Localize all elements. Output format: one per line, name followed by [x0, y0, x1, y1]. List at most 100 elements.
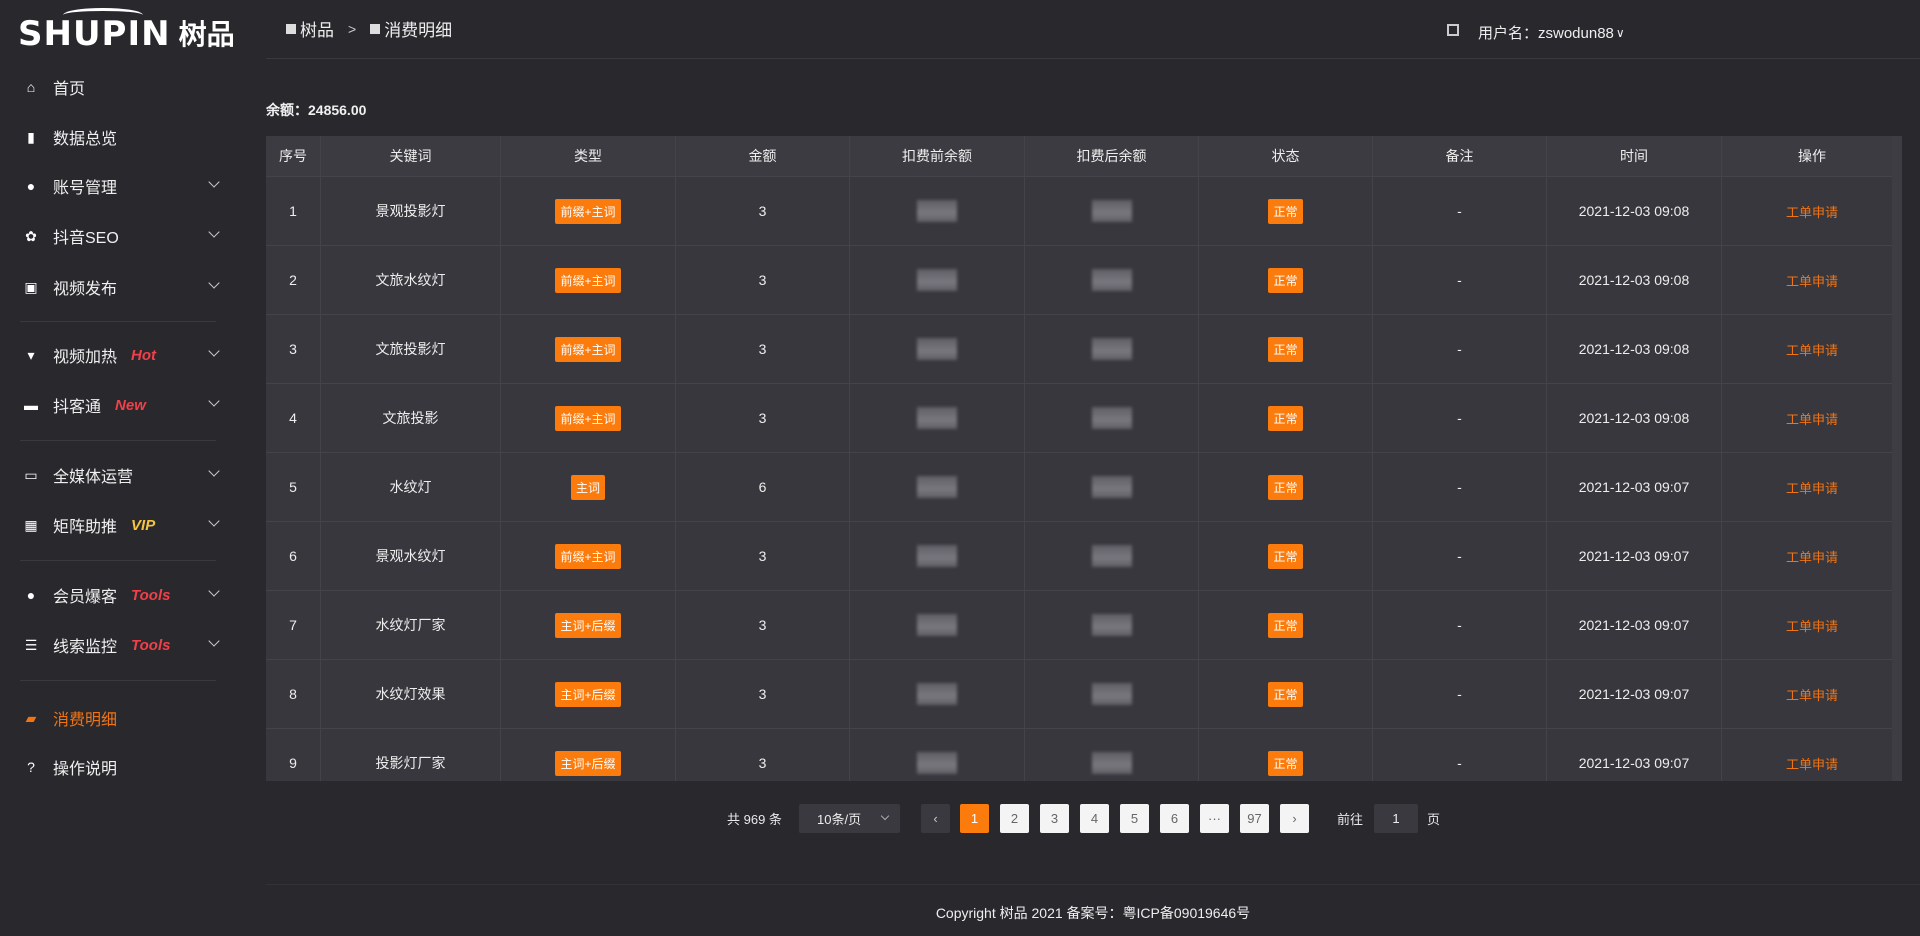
sidebar-item[interactable]: ✿ 抖音SEO	[0, 216, 240, 256]
wallet-icon: ▰	[25, 709, 37, 726]
goto-page-input[interactable]: 1	[1374, 804, 1418, 833]
ticket-request-link[interactable]: 工单申请	[1785, 204, 1838, 220]
amount: 3	[676, 315, 850, 383]
ticket-request-link[interactable]: 工单申请	[1785, 411, 1838, 427]
page-button[interactable]: ···	[1200, 804, 1229, 833]
wallet-icon	[370, 23, 381, 34]
table-row: 9 投影灯厂家 主词+后缀 3 正常 - 2021-12-03 09:07 工单…	[266, 729, 1902, 781]
sidebar-item[interactable]: ● 账号管理	[0, 166, 240, 206]
header: 树品 > 消费明细	[266, 0, 1920, 59]
sidebar-item[interactable]: ▰ 消费明细	[0, 698, 240, 738]
sidebar-item[interactable]: ▬ 抖客通 New	[0, 385, 240, 425]
footer-divider	[266, 884, 1920, 885]
time: 2021-12-03 09:08	[1547, 246, 1722, 314]
amount: 3	[676, 522, 850, 590]
next-page-button[interactable]: ›	[1280, 804, 1309, 833]
row-number: 2	[266, 246, 321, 314]
note: -	[1373, 177, 1547, 245]
chevron-down-icon	[208, 635, 220, 647]
bar-chart-icon: ▮	[27, 128, 35, 145]
status-badge: 正常	[1268, 681, 1303, 707]
keyword: 文旅投影	[321, 384, 501, 452]
prev-page-button[interactable]: ‹	[921, 804, 950, 833]
sidebar-item[interactable]: ▭ 全媒体运营	[0, 455, 240, 495]
column-header: 时间	[1547, 136, 1722, 176]
amount: 3	[676, 246, 850, 314]
sidebar-item[interactable]: ☰ 线索监控 Tools	[0, 625, 240, 665]
sidebar-item[interactable]: ● 会员爆客 Tools	[0, 575, 240, 615]
table-row: 6 景观水纹灯 前缀+主词 3 正常 - 2021-12-03 09:07 工单…	[266, 522, 1902, 591]
sidebar-item-label: 视频发布	[53, 281, 118, 298]
row-number: 9	[266, 729, 321, 781]
status-badge: 正常	[1268, 336, 1303, 362]
question-icon: ?	[27, 759, 35, 775]
sidebar-divider	[20, 680, 216, 681]
ticket-request-link[interactable]: 工单申请	[1785, 687, 1838, 703]
type-badge: 主词+后缀	[555, 750, 621, 776]
sidebar-item[interactable]: ⌂ 首页	[0, 67, 240, 107]
amount: 6	[676, 453, 850, 521]
page-button[interactable]: 4	[1080, 804, 1109, 833]
note: -	[1373, 522, 1547, 590]
breadcrumb-root[interactable]: 树品	[300, 21, 334, 40]
sidebar-item[interactable]: ▮ 数据总览	[0, 117, 240, 157]
row-number: 7	[266, 591, 321, 659]
ticket-request-link[interactable]: 工单申请	[1785, 618, 1838, 634]
chevron-down-icon	[208, 585, 220, 597]
row-number: 1	[266, 177, 321, 245]
chevron-down-icon	[208, 395, 220, 407]
sidebar-item[interactable]: ? 操作说明	[0, 747, 240, 787]
blurred-balance-after	[1091, 200, 1132, 222]
chevron-down-icon: ∨	[1615, 25, 1625, 40]
type-badge: 前缀+主词	[555, 543, 621, 569]
blurred-balance-before	[917, 545, 957, 567]
user-menu[interactable]: 用户名：zswodun88 ∨	[1478, 25, 1625, 42]
page-size-select[interactable]: 10条/页	[799, 804, 900, 833]
blurred-balance-before	[917, 476, 957, 498]
page-button[interactable]: 3	[1040, 804, 1069, 833]
time: 2021-12-03 09:07	[1547, 660, 1722, 728]
page-button[interactable]: 2	[1000, 804, 1029, 833]
keyword: 景观水纹灯	[321, 522, 501, 590]
time: 2021-12-03 09:08	[1547, 315, 1722, 383]
page-button[interactable]: 5	[1120, 804, 1149, 833]
table-row: 5 水纹灯 主词 6 正常 - 2021-12-03 09:07 工单申请	[266, 453, 1902, 522]
amount: 3	[676, 729, 850, 781]
fullscreen-icon[interactable]	[1447, 24, 1459, 36]
blurred-balance-after	[1091, 476, 1132, 498]
ticket-request-link[interactable]: 工单申请	[1785, 549, 1838, 565]
amount: 3	[676, 660, 850, 728]
status-badge: 正常	[1268, 612, 1303, 638]
scrollbar[interactable]	[1892, 136, 1902, 781]
goto-suffix: 页	[1427, 812, 1441, 827]
column-header: 扣费后余额	[1025, 136, 1199, 176]
type-badge: 主词+后缀	[555, 612, 621, 638]
table-row: 8 水纹灯效果 主词+后缀 3 正常 - 2021-12-03 09:07 工单…	[266, 660, 1902, 729]
blurred-balance-after	[1091, 407, 1132, 429]
sidebar-item-label: 线索监控	[53, 639, 118, 656]
ticket-request-link[interactable]: 工单申请	[1785, 342, 1838, 358]
page-button[interactable]: 1	[960, 804, 989, 833]
note: -	[1373, 660, 1547, 728]
sidebar-item[interactable]: ▾ 视频加热 Hot	[0, 335, 240, 375]
page-button[interactable]: 97	[1240, 804, 1269, 833]
chat-icon: ▬	[24, 397, 38, 413]
note: -	[1373, 246, 1547, 314]
time: 2021-12-03 09:07	[1547, 522, 1722, 590]
ticket-request-link[interactable]: 工单申请	[1785, 480, 1838, 496]
type-badge: 主词+后缀	[555, 681, 621, 707]
ticket-request-link[interactable]: 工单申请	[1785, 756, 1838, 772]
chevron-down-icon	[208, 465, 220, 477]
time: 2021-12-03 09:07	[1547, 453, 1722, 521]
blurred-balance-after	[1091, 752, 1132, 774]
type-badge: 前缀+主词	[555, 198, 621, 224]
page-button[interactable]: 6	[1160, 804, 1189, 833]
breadcrumb-current: 消费明细	[384, 21, 453, 40]
sidebar-item[interactable]: ▣ 视频发布	[0, 267, 240, 307]
sidebar-item[interactable]: ▦ 矩阵助推 VIP	[0, 505, 240, 545]
blurred-balance-after	[1091, 683, 1132, 705]
blurred-balance-before	[917, 407, 957, 429]
column-header: 操作	[1798, 148, 1826, 164]
column-header: 关键词	[321, 136, 501, 176]
ticket-request-link[interactable]: 工单申请	[1785, 273, 1838, 289]
